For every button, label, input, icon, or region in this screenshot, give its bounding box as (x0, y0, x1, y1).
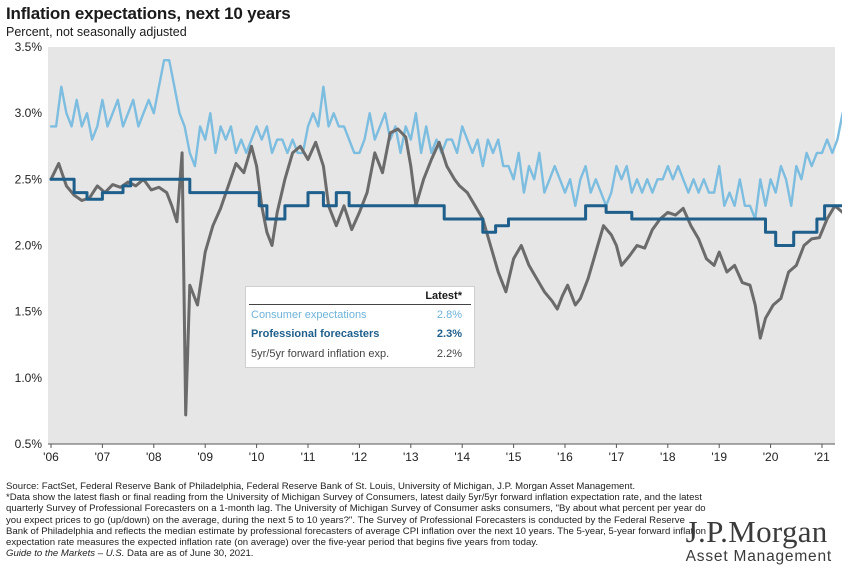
legend-label-consumer: Consumer expectations (251, 309, 367, 321)
chart-subtitle: Percent, not seasonally adjusted (6, 25, 187, 39)
x-tick-label: '07 (95, 450, 111, 464)
x-tick-label: '09 (197, 450, 213, 464)
footnotes: Source: FactSet, Federal Reserve Bank of… (6, 481, 706, 559)
y-tick-label: 3.0% (15, 106, 43, 120)
legend-value-forward: 2.2% (436, 348, 462, 360)
legend-label-professional: Professional forecasters (251, 328, 380, 340)
x-tick-label: '06 (43, 450, 59, 464)
legend-row-forward: 5yr/5yr forward inflation exp. 2.2% (251, 348, 462, 364)
legend-table: Latest* Consumer expectations 2.8% Profe… (245, 286, 475, 368)
series-5yr5yr-forward (49, 127, 842, 417)
footnote-source: Source: FactSet, Federal Reserve Bank of… (6, 481, 636, 492)
y-tick-label: 1.0% (15, 371, 43, 385)
footnote-detail: *Data show the latest flash or final rea… (6, 492, 707, 549)
y-tick-label: 2.5% (15, 172, 43, 186)
legend-label-forward: 5yr/5yr forward inflation exp. (251, 348, 390, 360)
x-tick-label: '15 (506, 450, 522, 464)
logo-brand: J.P.Morgan (685, 514, 828, 549)
x-tick-label: '20 (763, 450, 779, 464)
legend-value-professional: 2.3% (436, 328, 462, 340)
x-tick-label: '16 (557, 450, 573, 464)
legend-row-consumer: Consumer expectations 2.8% (251, 309, 462, 325)
series-consumer-expectations (49, 59, 842, 221)
jpmorgan-logo: J.P.Morgan Asset Management (686, 516, 832, 566)
x-tick-label: '17 (609, 450, 625, 464)
legend-divider (249, 304, 471, 305)
y-tick-label: 0.5% (15, 437, 43, 451)
legend-row-professional: Professional forecasters 2.3% (251, 328, 462, 344)
y-tick-label: 2.0% (15, 239, 43, 253)
legend-header: Latest* (425, 290, 462, 302)
x-tick-label: '19 (711, 450, 727, 464)
logo-subtitle: Asset Management (685, 548, 832, 565)
x-tick-label: '14 (454, 450, 470, 464)
x-tick-label: '13 (403, 450, 419, 464)
chart: 0.5% 1.0% 1.5% 2.0% 2.5% 3.0% 3.5% '06 '07 '08 '09… (15, 40, 842, 464)
footnote-guide: Guide to the Markets – U.S. Data are as … (6, 548, 706, 559)
guide-title: Guide to the Markets – U.S. (6, 548, 125, 560)
y-tick-label: 3.5% (15, 40, 43, 54)
x-tick-label: '18 (660, 450, 676, 464)
x-tick-label: '12 (352, 450, 368, 464)
legend-value-consumer: 2.8% (436, 309, 462, 321)
y-tick-label: 1.5% (15, 305, 43, 319)
guide-date: Data are as of June 30, 2021. (124, 548, 254, 560)
x-tick-label: '08 (146, 450, 162, 464)
x-tick-label: '11 (301, 450, 316, 464)
series-professional-forecasters (49, 177, 842, 247)
chart-title: Inflation expectations, next 10 years (6, 4, 291, 23)
x-tick-label: '21 (814, 450, 830, 464)
x-tick-label: '10 (249, 450, 265, 464)
plot-area-background (48, 47, 835, 444)
